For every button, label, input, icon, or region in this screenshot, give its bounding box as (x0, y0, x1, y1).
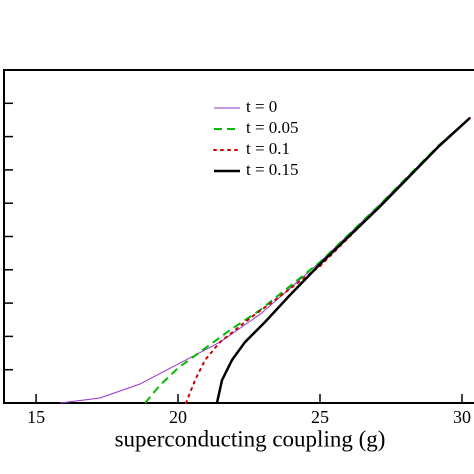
x-tick-label: 30 (453, 407, 471, 427)
legend-label: t = 0.1 (246, 139, 290, 158)
x-tick-label: 15 (27, 407, 45, 427)
line-series (215, 117, 471, 404)
x-tick-label: 25 (311, 407, 329, 427)
legend-label: t = 0.05 (246, 118, 299, 137)
plot-frame (3, 69, 474, 404)
x-tick-label: 20 (169, 407, 187, 427)
line-series (184, 116, 471, 404)
legend-label: t = 0 (246, 97, 277, 116)
x-axis-label: superconducting coupling (g) (115, 426, 386, 451)
line-series (144, 117, 471, 404)
legend-label: t = 0.15 (246, 160, 299, 179)
